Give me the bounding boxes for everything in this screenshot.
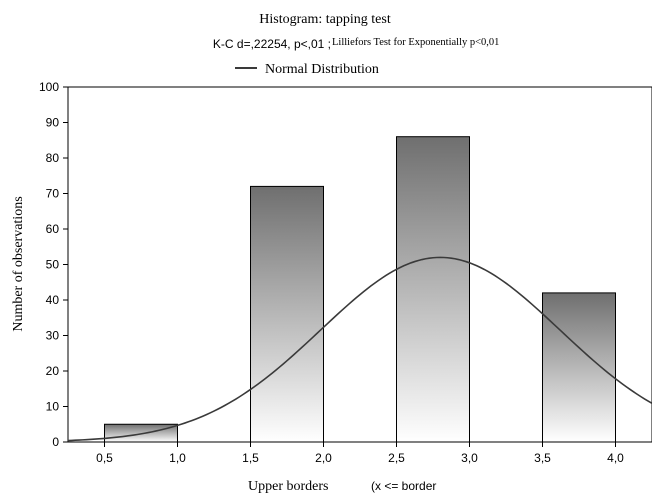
y-tick-label: 10 — [46, 400, 60, 414]
x-tick-label: 1,0 — [169, 451, 186, 465]
y-tick-label: 90 — [46, 116, 60, 130]
x-tick-label: 0,5 — [96, 451, 113, 465]
x-tick-label: 3,0 — [461, 451, 478, 465]
chart-subtitle-stat: K-C d=,22254, p<,01 ; — [213, 37, 331, 51]
y-tick-label: 0 — [52, 435, 59, 449]
x-tick-label: 2,0 — [315, 451, 332, 465]
y-tick-label: 50 — [46, 258, 60, 272]
y-tick-label: 40 — [46, 293, 60, 307]
x-tick-label: 4,0 — [607, 451, 624, 465]
histogram-bar-3 — [542, 292, 616, 443]
chart-subtitle-test: Lilliefors Test for Exponentially p<0,01 — [332, 37, 499, 48]
histogram-bar-2 — [396, 136, 470, 443]
legend-label: Normal Distribution — [265, 62, 379, 77]
x-tick-label: 3,5 — [534, 451, 551, 465]
y-axis-label: Number of observations — [11, 196, 26, 331]
x-tick-label: 1,5 — [242, 451, 259, 465]
y-tick-label: 30 — [46, 329, 60, 343]
histogram-bar-1 — [250, 185, 324, 443]
chart-title: Histogram: tapping test — [259, 12, 391, 27]
x-axis-label-suffix: (x <= border — [371, 479, 436, 493]
plot-area: 0 10 20 30 40 50 60 70 80 90 100 0,5 1,0 1,5 2,0 2,5 3,0… — [39, 80, 652, 465]
y-tick-label: 100 — [39, 80, 59, 94]
y-tick-label: 70 — [46, 187, 60, 201]
x-axis-label: Upper borders — [248, 479, 328, 493]
normal-distribution-curve — [67, 256, 652, 442]
x-tick-label: 2,5 — [388, 451, 405, 465]
y-tick-label: 80 — [46, 151, 60, 165]
y-tick-label: 60 — [46, 222, 60, 236]
y-tick-label: 20 — [46, 364, 60, 378]
